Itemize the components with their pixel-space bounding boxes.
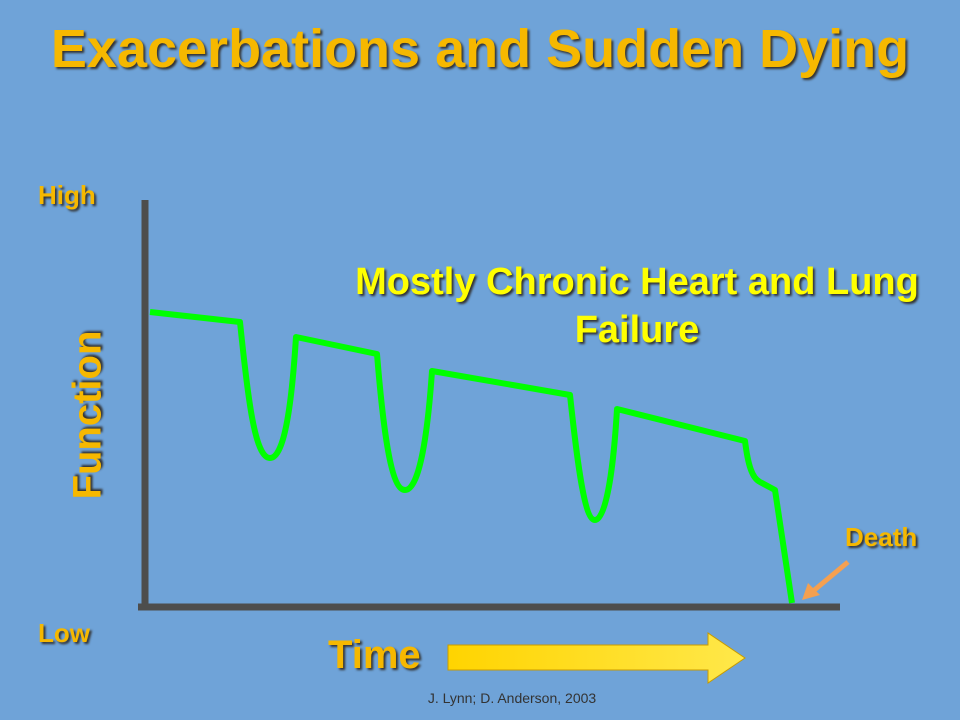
footer: J. Lynn; D. Anderson, 2003 (427, 690, 597, 706)
x-axis-label: Time (328, 633, 421, 677)
y-axis-label: Function (65, 330, 110, 500)
death-arrow-head (802, 583, 820, 600)
time-arrow (447, 632, 746, 684)
function-curve (149, 309, 795, 604)
y-high-label: High (38, 180, 96, 210)
annotation: Mostly Chronic Heart and Lung Failure (355, 261, 919, 351)
death-label: Death (845, 522, 918, 552)
title: Exacerbations and Sudden Dying (50, 19, 910, 79)
death-arrow (810, 560, 850, 594)
y-low-label: Low (38, 618, 90, 648)
